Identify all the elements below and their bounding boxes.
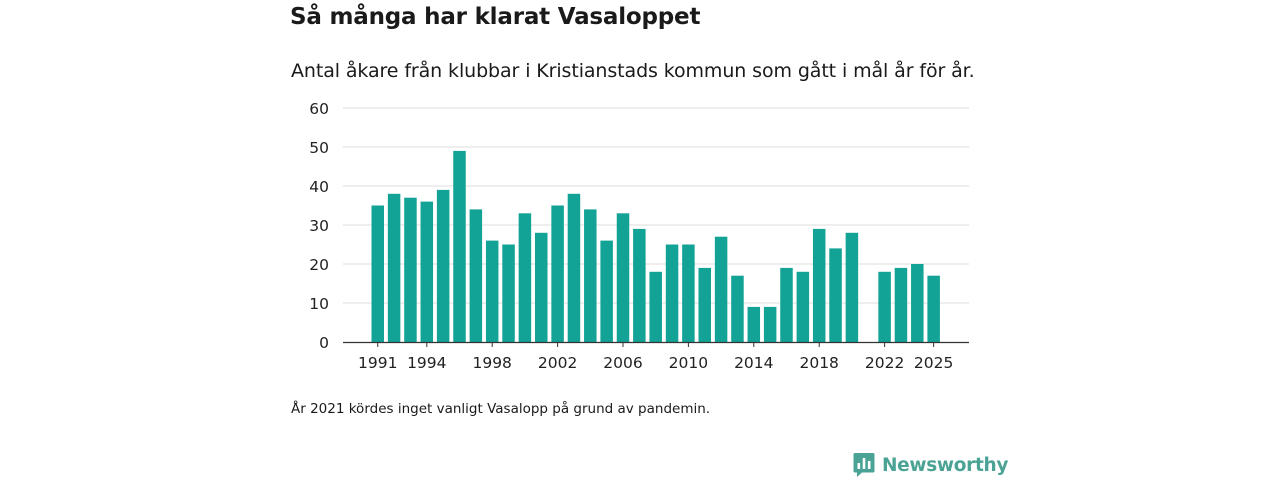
x-tick-label: 2018 [799, 354, 838, 372]
x-tick-label: 2022 [865, 354, 904, 372]
bar: 2017: 18 [796, 271, 810, 342]
bar: 1996: 49 [453, 150, 466, 342]
footnote: År 2021 kördes inget vanligt Vasalopp på… [291, 401, 711, 417]
bar: 2013: 17 [731, 275, 744, 342]
y-tick-label: 30 [309, 217, 329, 235]
bar: 1992: 38 [387, 193, 401, 342]
bar: 2022: 18 [878, 271, 891, 342]
bar: 2020: 28 [845, 232, 859, 342]
y-axis-ticks: 0 10 20 30 40 50 60 [309, 100, 329, 352]
bar: 1997: 34 [469, 209, 483, 342]
x-tick-label: 1991 [358, 354, 397, 372]
bar: 2015: 9 [763, 306, 777, 342]
y-tick-label: 40 [309, 178, 329, 196]
bar: 2016: 19 [780, 267, 793, 342]
bar: 1995: 39 [436, 189, 450, 342]
bar: 2009: 25 [665, 244, 679, 342]
bar: 2002: 35 [551, 205, 564, 342]
x-tick-label: 2025 [914, 354, 953, 372]
x-tick-label: 2010 [669, 354, 708, 372]
bars: 1991: 351992: 381993: 371994: 361995: 39… [371, 150, 940, 342]
bar: 2011: 19 [698, 267, 711, 342]
bar: 2024: 20 [911, 264, 924, 342]
x-tick-label: 1998 [472, 354, 511, 372]
y-tick-label: 10 [309, 295, 329, 313]
bar: 2014: 9 [747, 306, 761, 342]
bar: 1993: 37 [404, 197, 417, 342]
bar: 2000: 33 [518, 213, 532, 342]
x-tick-label: 2014 [734, 354, 773, 372]
bar: 2025: 17 [927, 275, 940, 342]
bar: 1994: 36 [420, 201, 434, 342]
x-axis-ticks: 1991 1994 1998 2002 2006 2010 2014 2018 2022 2025 [358, 342, 953, 372]
chart-subtitle: Antal åkare från klubbar i Kristianstads… [291, 60, 975, 82]
y-tick-label: 0 [319, 334, 329, 352]
brand-name: Newsworthy [882, 454, 1009, 476]
x-tick-label: 1994 [407, 354, 446, 372]
bar: 2006: 33 [616, 213, 630, 342]
newsworthy-logo-icon [853, 453, 875, 477]
y-tick-label: 20 [309, 256, 329, 274]
bar: 2008: 18 [649, 271, 662, 342]
x-tick-label: 2006 [603, 354, 642, 372]
bar: 2007: 29 [633, 228, 646, 342]
bar: 1999: 25 [502, 244, 515, 342]
bar: 2019: 24 [829, 248, 842, 342]
bar: 2012: 27 [714, 236, 728, 342]
bar: 2018: 29 [812, 228, 826, 342]
brand-logo: Newsworthy [853, 452, 1008, 478]
chart-title: Så många har klarat Vasaloppet [290, 4, 701, 30]
bar: 1998: 26 [485, 240, 499, 342]
bar: 2005: 26 [600, 240, 613, 342]
x-tick-label: 2002 [538, 354, 577, 372]
bar: 2010: 25 [682, 244, 695, 342]
y-tick-label: 50 [309, 139, 329, 157]
bar: 2003: 38 [567, 193, 581, 342]
bar: 2004: 34 [584, 209, 597, 342]
y-tick-label: 60 [309, 100, 329, 118]
bar: 2001: 28 [535, 232, 548, 342]
bar: 2023: 19 [894, 267, 908, 342]
bar: 1991: 35 [371, 205, 384, 342]
